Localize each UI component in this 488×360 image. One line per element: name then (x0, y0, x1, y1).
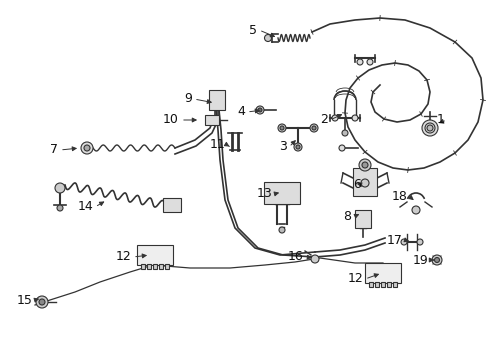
Circle shape (331, 115, 337, 121)
Circle shape (310, 255, 318, 263)
Text: 12: 12 (115, 251, 131, 264)
Bar (364, 263, 400, 283)
Text: 17: 17 (386, 234, 402, 247)
Text: 2: 2 (320, 113, 327, 126)
Circle shape (358, 159, 370, 171)
Text: 3: 3 (279, 140, 286, 153)
Text: 13: 13 (256, 188, 271, 201)
Circle shape (411, 206, 419, 214)
Text: 8: 8 (342, 211, 350, 224)
Text: 1: 1 (436, 113, 444, 126)
Circle shape (84, 145, 90, 151)
Text: 5: 5 (248, 23, 257, 36)
Circle shape (280, 126, 284, 130)
Circle shape (39, 299, 45, 305)
Circle shape (258, 108, 262, 112)
Bar (137, 245, 173, 265)
Bar (163, 198, 181, 212)
Bar (386, 282, 390, 287)
Bar (208, 90, 224, 110)
Circle shape (434, 257, 439, 262)
Circle shape (356, 59, 362, 65)
Text: 16: 16 (286, 251, 303, 264)
Text: 6: 6 (352, 179, 360, 192)
Circle shape (421, 120, 437, 136)
Bar (354, 210, 370, 228)
Circle shape (264, 35, 271, 41)
Bar (264, 182, 299, 204)
Text: 15: 15 (17, 293, 33, 306)
Circle shape (341, 130, 347, 136)
Text: 9: 9 (184, 93, 192, 105)
Text: 11: 11 (209, 139, 224, 152)
Circle shape (57, 205, 63, 211)
Circle shape (81, 142, 93, 154)
Circle shape (351, 115, 357, 121)
Circle shape (366, 59, 372, 65)
Circle shape (295, 145, 299, 149)
Bar (352, 168, 376, 196)
Circle shape (55, 183, 65, 193)
Circle shape (311, 126, 315, 130)
Circle shape (279, 227, 285, 233)
Text: 4: 4 (237, 105, 244, 118)
Bar (147, 264, 151, 269)
Bar (141, 264, 145, 269)
Circle shape (426, 125, 432, 131)
Text: 18: 18 (391, 190, 407, 203)
Bar (153, 264, 157, 269)
Bar (392, 282, 396, 287)
Circle shape (309, 124, 317, 132)
Circle shape (338, 145, 345, 151)
Bar (374, 282, 378, 287)
Text: 12: 12 (346, 273, 362, 285)
Circle shape (360, 179, 368, 187)
Text: 7: 7 (50, 144, 58, 157)
Circle shape (431, 255, 441, 265)
Bar (368, 282, 372, 287)
Circle shape (256, 106, 264, 114)
Circle shape (416, 239, 422, 245)
Bar (164, 264, 169, 269)
Bar (159, 264, 163, 269)
Text: 10: 10 (163, 113, 179, 126)
Circle shape (36, 296, 48, 308)
Circle shape (361, 162, 367, 168)
Circle shape (293, 143, 302, 151)
Text: 19: 19 (411, 253, 427, 266)
Circle shape (400, 239, 406, 245)
Bar (380, 282, 384, 287)
Circle shape (278, 124, 285, 132)
Bar (204, 115, 219, 125)
Text: 14: 14 (77, 201, 93, 213)
